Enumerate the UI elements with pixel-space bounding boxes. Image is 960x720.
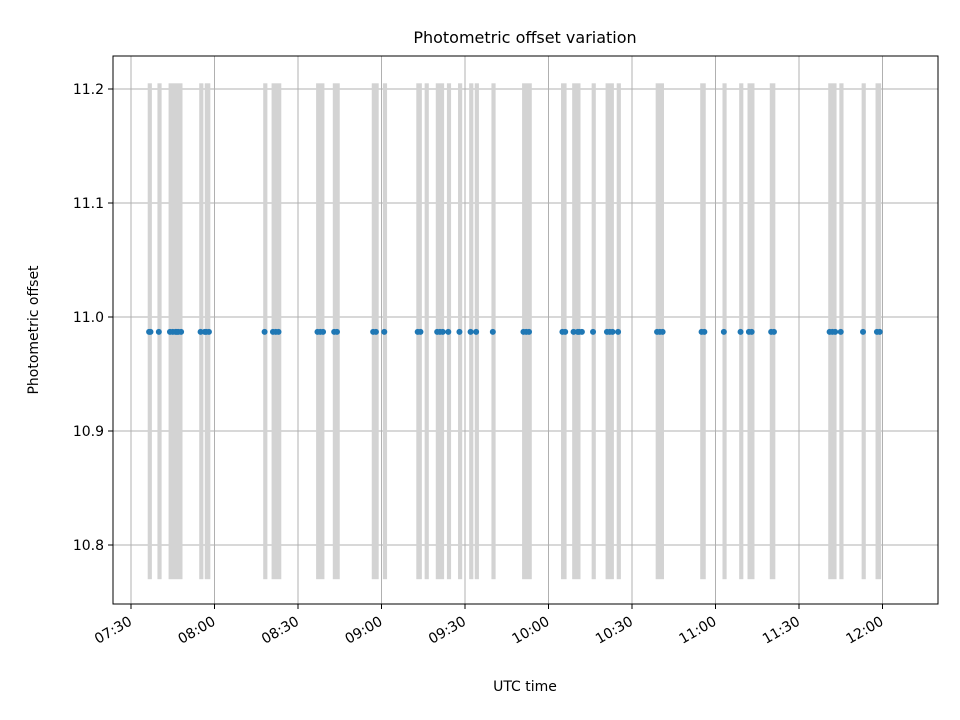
points-layer <box>146 328 883 335</box>
data-point <box>860 328 867 335</box>
data-point <box>147 328 154 335</box>
data-point <box>445 328 452 335</box>
y-tick-label: 11.2 <box>73 82 104 98</box>
data-point <box>155 328 162 335</box>
plot-frame <box>112 55 939 605</box>
data-point <box>770 328 777 335</box>
y-tick-label: 11.1 <box>73 196 104 212</box>
y-tick-label: 10.9 <box>73 424 104 440</box>
data-point <box>832 328 839 335</box>
data-point <box>876 328 883 335</box>
data-point <box>659 328 666 335</box>
data-point <box>701 328 708 335</box>
data-point <box>320 328 327 335</box>
data-point <box>456 328 463 335</box>
y-axis-label: Photometric offset <box>26 265 42 395</box>
data-point <box>837 328 844 335</box>
data-point <box>737 328 744 335</box>
data-point <box>197 328 204 335</box>
data-point <box>261 328 268 335</box>
data-point <box>615 328 622 335</box>
data-point <box>178 328 185 335</box>
y-axis-ticks: 10.8 10.9 11.0 11.1 11.2 <box>73 82 113 554</box>
time-band <box>424 83 429 580</box>
data-point <box>467 328 474 335</box>
data-point <box>333 328 340 335</box>
data-point <box>439 328 446 335</box>
data-point <box>720 328 727 335</box>
data-point <box>570 328 577 335</box>
data-point <box>275 328 282 335</box>
data-point <box>473 328 480 335</box>
y-tick-label: 10.8 <box>73 538 104 554</box>
data-point <box>748 328 755 335</box>
data-point <box>526 328 533 335</box>
data-point <box>381 328 388 335</box>
y-tick-label: 11.0 <box>73 310 104 326</box>
x-axis-label: UTC time <box>493 679 557 695</box>
data-point <box>205 328 212 335</box>
chart-title: Photometric offset variation <box>413 28 636 47</box>
data-point <box>489 328 496 335</box>
data-point <box>609 328 616 335</box>
data-point <box>372 328 379 335</box>
data-point <box>578 328 585 335</box>
data-point <box>417 328 424 335</box>
data-point <box>562 328 569 335</box>
data-point <box>590 328 597 335</box>
